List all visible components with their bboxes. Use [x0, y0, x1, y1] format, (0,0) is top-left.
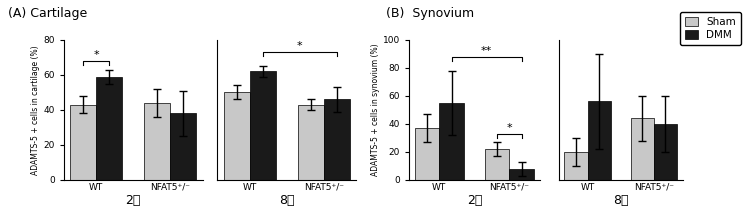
Legend: Sham, DMM: Sham, DMM [680, 12, 741, 46]
Y-axis label: ADAMTS-5 + cells in cartilage (%): ADAMTS-5 + cells in cartilage (%) [32, 45, 40, 175]
Text: *: * [297, 41, 303, 51]
Y-axis label: ADAMTS-5 + cells in synovium (%): ADAMTS-5 + cells in synovium (%) [370, 44, 380, 176]
Bar [631, 118, 654, 180]
Bar [440, 103, 464, 180]
Text: **: ** [481, 46, 492, 56]
Bar [298, 105, 324, 180]
Bar [250, 71, 276, 180]
Bar [587, 101, 610, 180]
Bar [224, 92, 250, 180]
Bar [415, 128, 440, 180]
Bar [485, 149, 509, 180]
X-axis label: 8주: 8주 [279, 194, 295, 207]
Bar [564, 152, 587, 180]
Text: *: * [507, 123, 512, 133]
Bar [70, 105, 96, 180]
X-axis label: 8주: 8주 [613, 194, 628, 207]
Bar [654, 124, 676, 180]
Text: *: * [93, 50, 99, 60]
Bar [170, 113, 196, 180]
X-axis label: 2주: 2주 [466, 194, 482, 207]
X-axis label: 2주: 2주 [125, 194, 141, 207]
Text: (B)  Synovium: (B) Synovium [386, 7, 474, 20]
Text: (A) Cartilage: (A) Cartilage [8, 7, 87, 20]
Bar [324, 99, 350, 180]
Bar [144, 103, 170, 180]
Bar [96, 77, 122, 180]
Bar [509, 169, 534, 180]
